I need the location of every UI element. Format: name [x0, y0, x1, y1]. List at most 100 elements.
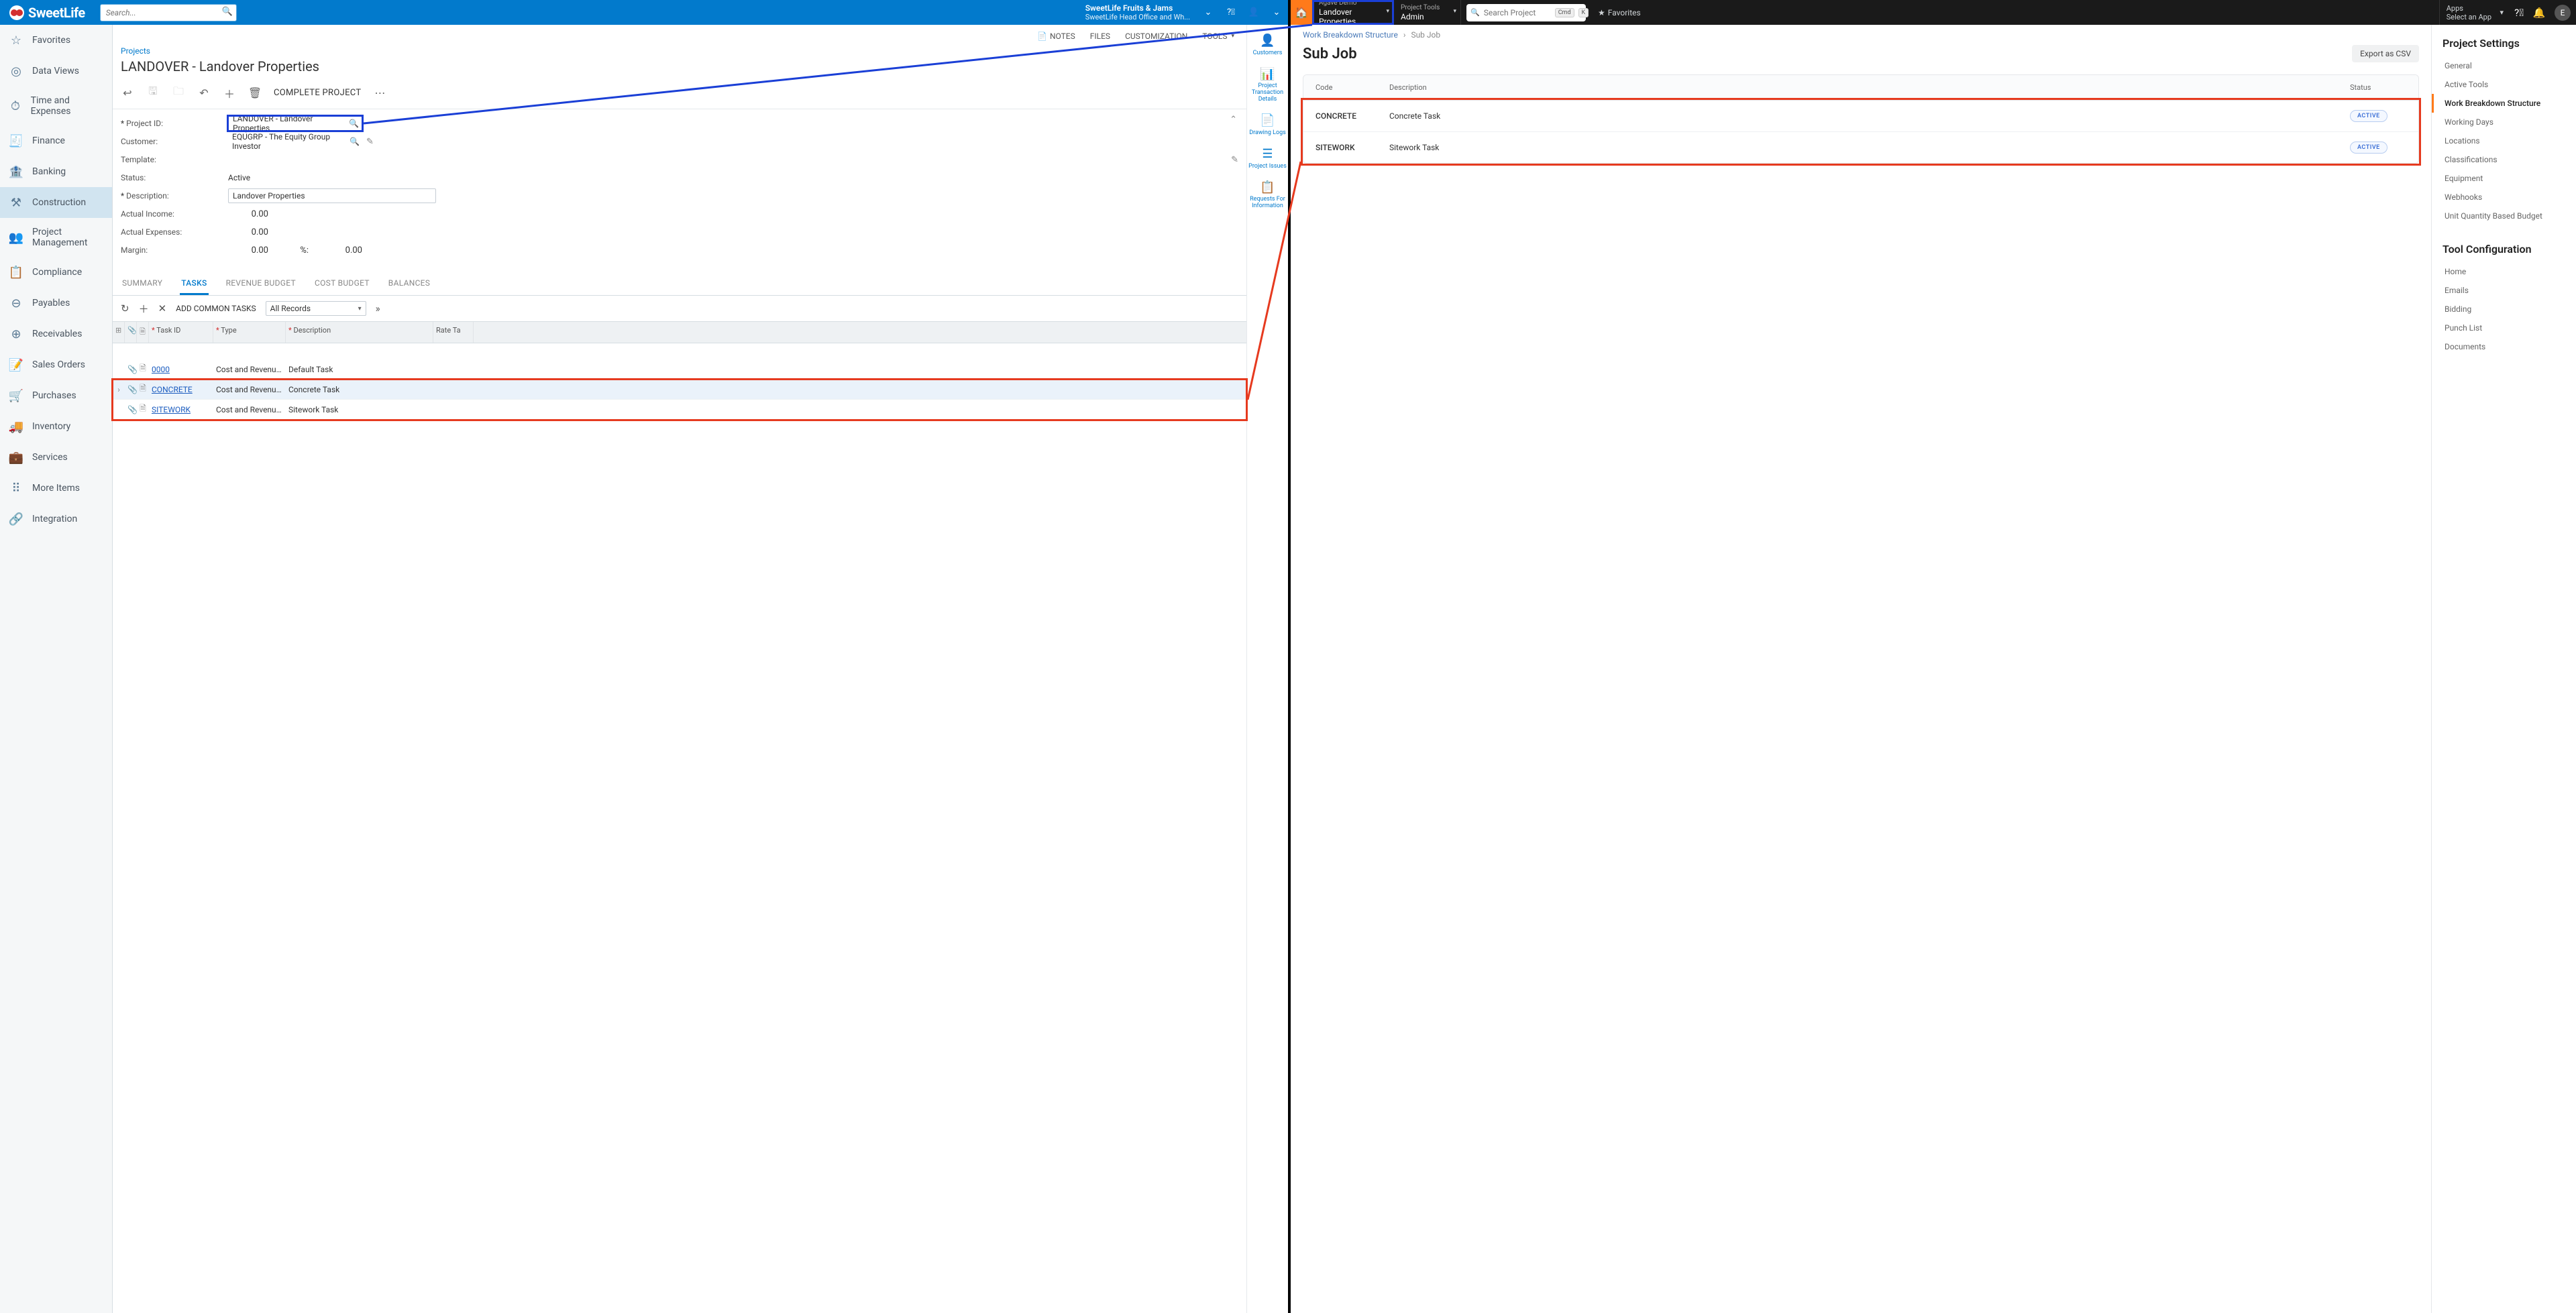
chevron-down-icon[interactable]: ⌄	[1265, 0, 1288, 25]
project-selector[interactable]: Agave Demo Landover Properties ▾	[1312, 0, 1394, 25]
chevron-down-icon[interactable]: ⌄	[1197, 0, 1220, 25]
tab-tasks[interactable]: TASKS	[180, 272, 208, 295]
back-icon[interactable]: ↩	[121, 87, 134, 99]
bell-icon[interactable]: 🔔	[2529, 7, 2549, 19]
settings-link-webhooks[interactable]: Webhooks	[2432, 188, 2576, 207]
toolbar-tools[interactable]: TOOLS	[1202, 32, 1234, 41]
sidebar-item-services[interactable]: 💼Services	[0, 442, 112, 473]
settings-link-equipment[interactable]: Equipment	[2432, 169, 2576, 188]
expand-cell[interactable]	[113, 367, 125, 372]
sidebar-item-time-and-expenses[interactable]: ⏱Time and Expenses	[0, 87, 112, 125]
col-status[interactable]: Status	[2338, 75, 2418, 100]
sidebar-item-payables[interactable]: ⊖Payables	[0, 288, 112, 319]
sidebar-item-finance[interactable]: 🧾Finance	[0, 125, 112, 156]
undo-icon[interactable]: ↶	[197, 87, 211, 99]
side-action-requests-for-information[interactable]: 📋Requests For Information	[1247, 176, 1288, 216]
description-input[interactable]: Landover Properties	[228, 188, 436, 203]
export-csv-button[interactable]: Export as CSV	[2352, 45, 2419, 62]
tab-summary[interactable]: SUMMARY	[121, 272, 164, 295]
search-input[interactable]	[100, 4, 237, 21]
sidebar-item-purchases[interactable]: 🛒Purchases	[0, 380, 112, 411]
sidebar-item-receivables[interactable]: ⊕Receivables	[0, 319, 112, 349]
tool-link-home[interactable]: Home	[2432, 262, 2576, 281]
brand-logo[interactable]: SweetLife	[0, 5, 95, 21]
add-icon[interactable]: ＋	[139, 302, 149, 316]
doc-icon[interactable]: 🗎	[137, 380, 149, 399]
user-icon[interactable]: 👤	[1242, 0, 1265, 25]
sidebar-item-banking[interactable]: 🏦Banking	[0, 156, 112, 187]
tool-link-bidding[interactable]: Bidding	[2432, 300, 2576, 319]
sidebar-item-inventory[interactable]: 🚚Inventory	[0, 411, 112, 442]
tool-link-emails[interactable]: Emails	[2432, 281, 2576, 300]
breadcrumb-wbs[interactable]: Work Breakdown Structure	[1303, 30, 1398, 40]
sidebar-item-data-views[interactable]: ◎Data Views	[0, 56, 112, 87]
toolbar-customization[interactable]: CUSTOMIZATION	[1125, 32, 1187, 41]
task-id-cell[interactable]: SITEWORK	[149, 402, 213, 417]
collapse-icon[interactable]: ⌃	[1230, 115, 1237, 125]
pencil-icon[interactable]: ✎	[1231, 155, 1238, 165]
side-action-customers[interactable]: 👤Customers	[1252, 29, 1284, 62]
col-task-id[interactable]: Task ID	[149, 322, 213, 343]
col-description[interactable]: Description	[286, 322, 433, 343]
col-description[interactable]: Description	[1377, 75, 2338, 100]
settings-link-active-tools[interactable]: Active Tools	[2432, 75, 2576, 94]
settings-link-work-breakdown-structure[interactable]: Work Breakdown Structure	[2432, 94, 2576, 113]
sidebar-item-integration[interactable]: 🔗Integration	[0, 504, 112, 534]
task-id-cell[interactable]: CONCRETE	[149, 382, 213, 397]
search-icon[interactable]: 🔍	[222, 7, 233, 17]
expand-cell[interactable]	[113, 407, 125, 412]
project-search[interactable]: 🔍 Cmd K	[1466, 4, 1586, 21]
tool-link-punch-list[interactable]: Punch List	[2432, 319, 2576, 337]
breadcrumb-link[interactable]: Projects	[121, 46, 150, 56]
tool-selector[interactable]: Project Tools Admin ▾	[1394, 0, 1461, 25]
side-action-project-issues[interactable]: ☰Project Issues	[1247, 142, 1288, 176]
search-input[interactable]	[1484, 8, 1551, 17]
pencil-icon[interactable]: ✎	[366, 137, 374, 147]
save-close-icon[interactable]: 🗀	[172, 84, 185, 102]
toolbar-notes[interactable]: 📄NOTES	[1037, 32, 1075, 41]
sidebar-item-compliance[interactable]: 📋Compliance	[0, 257, 112, 288]
attach-icon[interactable]: 📎	[125, 382, 137, 397]
tab-cost-budget[interactable]: COST BUDGET	[313, 272, 371, 295]
save-icon[interactable]: 🖫	[146, 84, 160, 102]
side-action-drawing-logs[interactable]: 📄Drawing Logs	[1248, 109, 1287, 142]
attach-icon[interactable]: 📎	[125, 402, 137, 417]
tool-link-documents[interactable]: Documents	[2432, 337, 2576, 356]
customer-input[interactable]: EQUGRP - The Equity Group Investor 🔍	[228, 134, 362, 149]
sidebar-item-construction[interactable]: ⚒Construction	[0, 187, 112, 218]
project-id-input[interactable]: LANDOVER - Landover Properties 🔍	[228, 116, 362, 131]
refresh-icon[interactable]: ↻	[121, 302, 129, 315]
sidebar-item-more-items[interactable]: ⠿More Items	[0, 473, 112, 504]
toolbar-files[interactable]: FILES	[1090, 32, 1110, 41]
complete-project-button[interactable]: COMPLETE PROJECT	[274, 88, 361, 98]
table-row[interactable]: › 📎 🗎 CONCRETE Cost and Revenue… Concret…	[113, 380, 1246, 400]
filter-select[interactable]: All Records	[266, 301, 366, 316]
doc-icon[interactable]: 🗎	[137, 400, 149, 419]
more-icon[interactable]: »	[376, 302, 380, 315]
more-icon[interactable]: ⋯	[373, 87, 386, 99]
settings-link-working-days[interactable]: Working Days	[2432, 113, 2576, 131]
search-icon[interactable]: 🔍	[349, 119, 359, 128]
home-icon[interactable]: 🏠	[1291, 0, 1312, 25]
tab-revenue-budget[interactable]: REVENUE BUDGET	[225, 272, 297, 295]
col-code[interactable]: Code	[1303, 75, 1377, 100]
close-icon[interactable]: ✕	[158, 302, 167, 315]
add-icon[interactable]: ＋	[223, 85, 236, 101]
global-search[interactable]: 🔍	[100, 4, 237, 21]
help-icon[interactable]: ?⃝	[2509, 7, 2529, 19]
table-row[interactable]: 📎 🗎 SITEWORK Cost and Revenue… Sitework …	[113, 400, 1246, 420]
settings-link-locations[interactable]: Locations	[2432, 131, 2576, 150]
help-icon[interactable]: ?⃝	[1220, 0, 1242, 25]
settings-link-unit-quantity-based-budget[interactable]: Unit Quantity Based Budget	[2432, 207, 2576, 225]
expand-cell[interactable]: ›	[113, 382, 125, 397]
settings-link-general[interactable]: General	[2432, 56, 2576, 75]
table-row[interactable]: CONCRETE Concrete Task ACTIVE	[1303, 101, 2418, 132]
delete-icon[interactable]: 🗑	[248, 87, 262, 99]
tenant-selector[interactable]: SweetLife Fruits & Jams SweetLife Head O…	[1079, 1, 1197, 25]
col-rate[interactable]: Rate Ta	[433, 322, 474, 343]
table-row[interactable]: SITEWORK Sitework Task ACTIVE	[1303, 132, 2418, 163]
doc-icon[interactable]: 🗎	[137, 359, 149, 379]
sidebar-item-project-management[interactable]: 👥Project Management	[0, 218, 112, 257]
apps-selector[interactable]: Apps Select an App ▾	[2439, 0, 2509, 25]
tab-balances[interactable]: BALANCES	[387, 272, 431, 295]
